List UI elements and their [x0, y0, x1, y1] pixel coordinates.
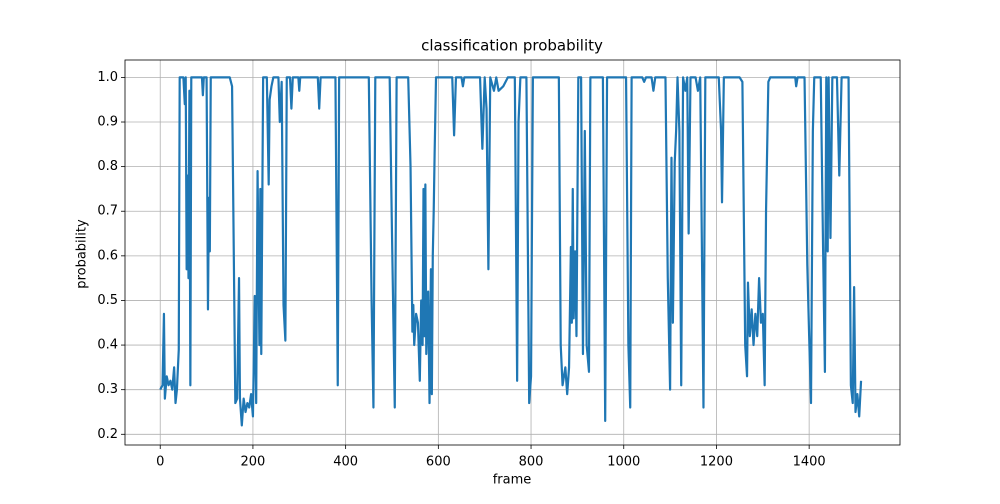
y-tick-label: 0.9 — [97, 115, 118, 130]
chart-title: classification probability — [421, 37, 603, 55]
y-tick-label: 0.6 — [97, 248, 118, 263]
y-tick-label: 0.2 — [97, 427, 118, 442]
x-tick-label: 1200 — [700, 455, 733, 470]
x-tick-label: 800 — [519, 455, 544, 470]
y-axis-label: probability — [75, 219, 90, 289]
x-tick-label: 1400 — [793, 455, 826, 470]
x-tick-label: 200 — [241, 455, 266, 470]
y-tick-label: 0.4 — [97, 338, 118, 353]
data-line — [159, 76, 863, 427]
x-tick-label: 400 — [333, 455, 358, 470]
y-tick-label: 0.8 — [97, 159, 118, 174]
x-tick-label: 1000 — [607, 455, 640, 470]
y-tick-label: 0.7 — [97, 204, 118, 219]
x-tick-label: 600 — [426, 455, 451, 470]
x-axis-label: frame — [493, 473, 532, 488]
x-tick-label: 0 — [156, 455, 164, 470]
y-tick-label: 0.3 — [97, 382, 118, 397]
y-tick-label: 0.5 — [97, 293, 118, 308]
y-tick-label: 1.0 — [97, 70, 118, 85]
plot-frame — [124, 59, 901, 446]
